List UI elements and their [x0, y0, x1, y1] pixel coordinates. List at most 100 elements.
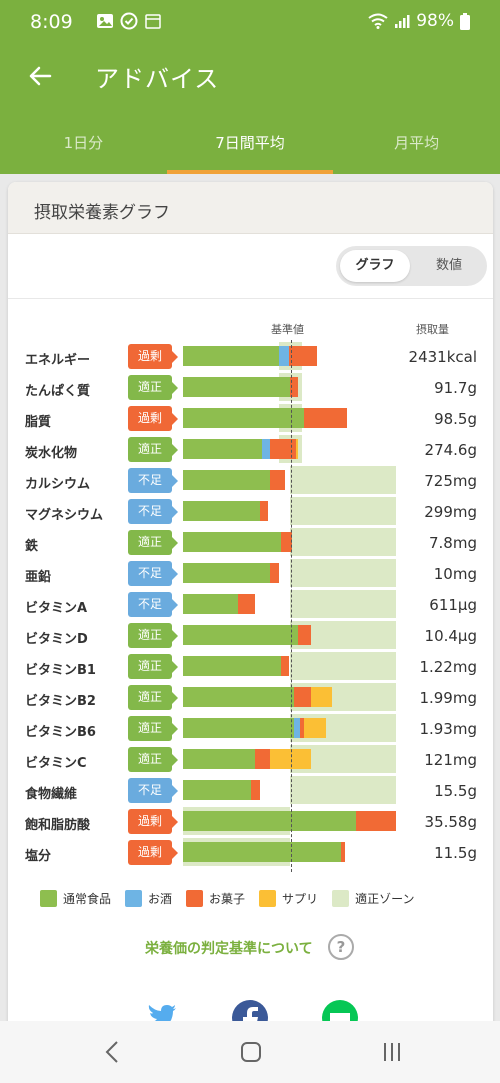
nutrient-name: 塩分 [25, 849, 52, 864]
intake-bar [183, 563, 279, 583]
bar-segment-snack [280, 532, 292, 552]
bar-segment-normal [183, 656, 281, 676]
optimal-zone [289, 466, 396, 494]
toggle-value-button[interactable]: 数値 [435, 258, 462, 273]
tab-monthly-average[interactable]: 月平均 [394, 134, 440, 152]
nutrient-row: ビタミンD 適正 10.4µg [8, 621, 493, 652]
nutrient-graph-card: 摂取栄養素グラフ グラフ 数値 基準値 摂取量 エネルギー 過剰 2431kcal た… [8, 182, 493, 1042]
bar-segment-normal [183, 718, 294, 738]
tab-1day[interactable]: 1日分 [63, 134, 104, 152]
status-badge-label: 不足 [137, 473, 162, 487]
legend-item-alcohol: お酒 [125, 890, 172, 907]
nav-home-button[interactable] [231, 1037, 271, 1067]
nutrient-row: 亜鉛 不足 10mg [8, 559, 493, 590]
status-badge: 過剰 [128, 344, 178, 369]
tab-7day-average[interactable]: 7日間平均 [166, 108, 334, 174]
intake-value: 11.5g [434, 844, 477, 862]
nutrient-row: エネルギー 過剰 2431kcal [8, 342, 493, 373]
legend-swatch [125, 890, 143, 907]
intake-bar [183, 811, 396, 831]
intake-bar [183, 594, 256, 614]
bar-segment-snack [293, 687, 311, 707]
nutrient-name: 鉄 [25, 539, 39, 554]
nutrient-row: 炭水化物 適正 274.6g [8, 435, 493, 466]
back-button[interactable] [22, 58, 58, 94]
legend-swatch [332, 890, 350, 907]
bar-segment-alcohol [261, 439, 271, 459]
intake-value: 1.22mg [419, 658, 477, 676]
status-bar: 8:09 98% [0, 0, 500, 44]
legend-label: 適正ゾーン [355, 892, 415, 906]
status-badge-label: 適正 [137, 628, 162, 642]
optimal-zone [289, 497, 396, 525]
legend: 通常食品 お酒 お菓子 サプリ 適正ゾーン [40, 890, 428, 907]
legend-label: 通常食品 [63, 892, 112, 906]
legend-item-normal: 通常食品 [40, 890, 111, 907]
status-right-icons: 98% [368, 11, 470, 31]
nav-back-button[interactable] [92, 1037, 132, 1067]
bar-segment-snack [298, 625, 311, 645]
intake-value: 611µg [429, 596, 477, 614]
intake-bar [183, 749, 311, 769]
optimal-zone [289, 776, 396, 804]
status-badge-label: 過剰 [137, 411, 162, 425]
bar-segment-alcohol [278, 346, 290, 366]
help-icon[interactable]: ? [328, 934, 354, 960]
status-badge-label: 適正 [137, 535, 162, 549]
optimal-zone [289, 652, 396, 680]
nutrient-name: 炭水化物 [25, 446, 78, 461]
battery-icon [460, 12, 470, 30]
status-badge-label: 適正 [137, 721, 162, 735]
nav-recents-button[interactable] [372, 1037, 412, 1067]
legend-item-zone: 適正ゾーン [332, 890, 414, 907]
status-badge-label: 適正 [137, 690, 162, 704]
status-badge: 過剰 [128, 840, 178, 865]
bar-segment-snack [270, 470, 286, 490]
status-time: 8:09 [30, 11, 73, 33]
legend-swatch [40, 890, 57, 907]
intake-value: 10.4µg [424, 627, 477, 645]
signal-icon [395, 15, 410, 28]
bar-segment-normal [183, 594, 239, 614]
nutrient-name: 脂質 [25, 415, 52, 430]
status-badge: 適正 [128, 437, 178, 462]
nav-back-icon [105, 1041, 118, 1063]
status-badge: 不足 [128, 592, 178, 617]
status-badge: 適正 [128, 654, 178, 679]
bar-segment-supplement [310, 687, 333, 707]
intake-bar [183, 470, 286, 490]
criteria-link[interactable]: 栄養価の判定基準について [145, 941, 313, 957]
reference-label: 基準値 [271, 323, 304, 336]
bar-segment-snack [340, 842, 345, 862]
status-badge: 不足 [128, 561, 178, 586]
bar-segment-normal [183, 408, 305, 428]
system-nav-bar [0, 1021, 500, 1083]
gallery-icon [97, 14, 113, 28]
intake-value: 1.93mg [419, 720, 477, 738]
bar-segment-normal [183, 377, 290, 397]
status-badge-label: 適正 [137, 442, 162, 456]
bar-segment-snack [270, 439, 296, 459]
nutrient-name: 亜鉛 [25, 570, 52, 585]
nutrient-row: マグネシウム 不足 299mg [8, 497, 493, 528]
bar-segment-normal [183, 811, 356, 831]
toggle-graph-button[interactable]: グラフ [340, 250, 410, 282]
bar-segment-normal [183, 501, 260, 521]
status-badge: 適正 [128, 747, 178, 772]
bar-segment-snack [259, 501, 269, 521]
intake-value: 91.7g [434, 379, 477, 397]
view-toggle: グラフ 数値 [336, 246, 487, 286]
status-badge: 不足 [128, 499, 178, 524]
nutrient-row: ビタミンB1 適正 1.22mg [8, 652, 493, 683]
bar-segment-supplement [270, 749, 311, 769]
nutrient-name: ビタミンB6 [25, 725, 96, 740]
nutrient-row: たんぱく質 適正 91.7g [8, 373, 493, 404]
optimal-zone [289, 559, 396, 587]
intake-value: 98.5g [434, 410, 477, 428]
card-title: 摂取栄養素グラフ [8, 182, 493, 234]
status-badge-label: 不足 [137, 566, 162, 580]
back-arrow-icon [29, 66, 52, 86]
battery-percent: 98% [416, 11, 454, 31]
bar-segment-snack [238, 594, 256, 614]
bar-segment-alcohol [293, 718, 301, 738]
